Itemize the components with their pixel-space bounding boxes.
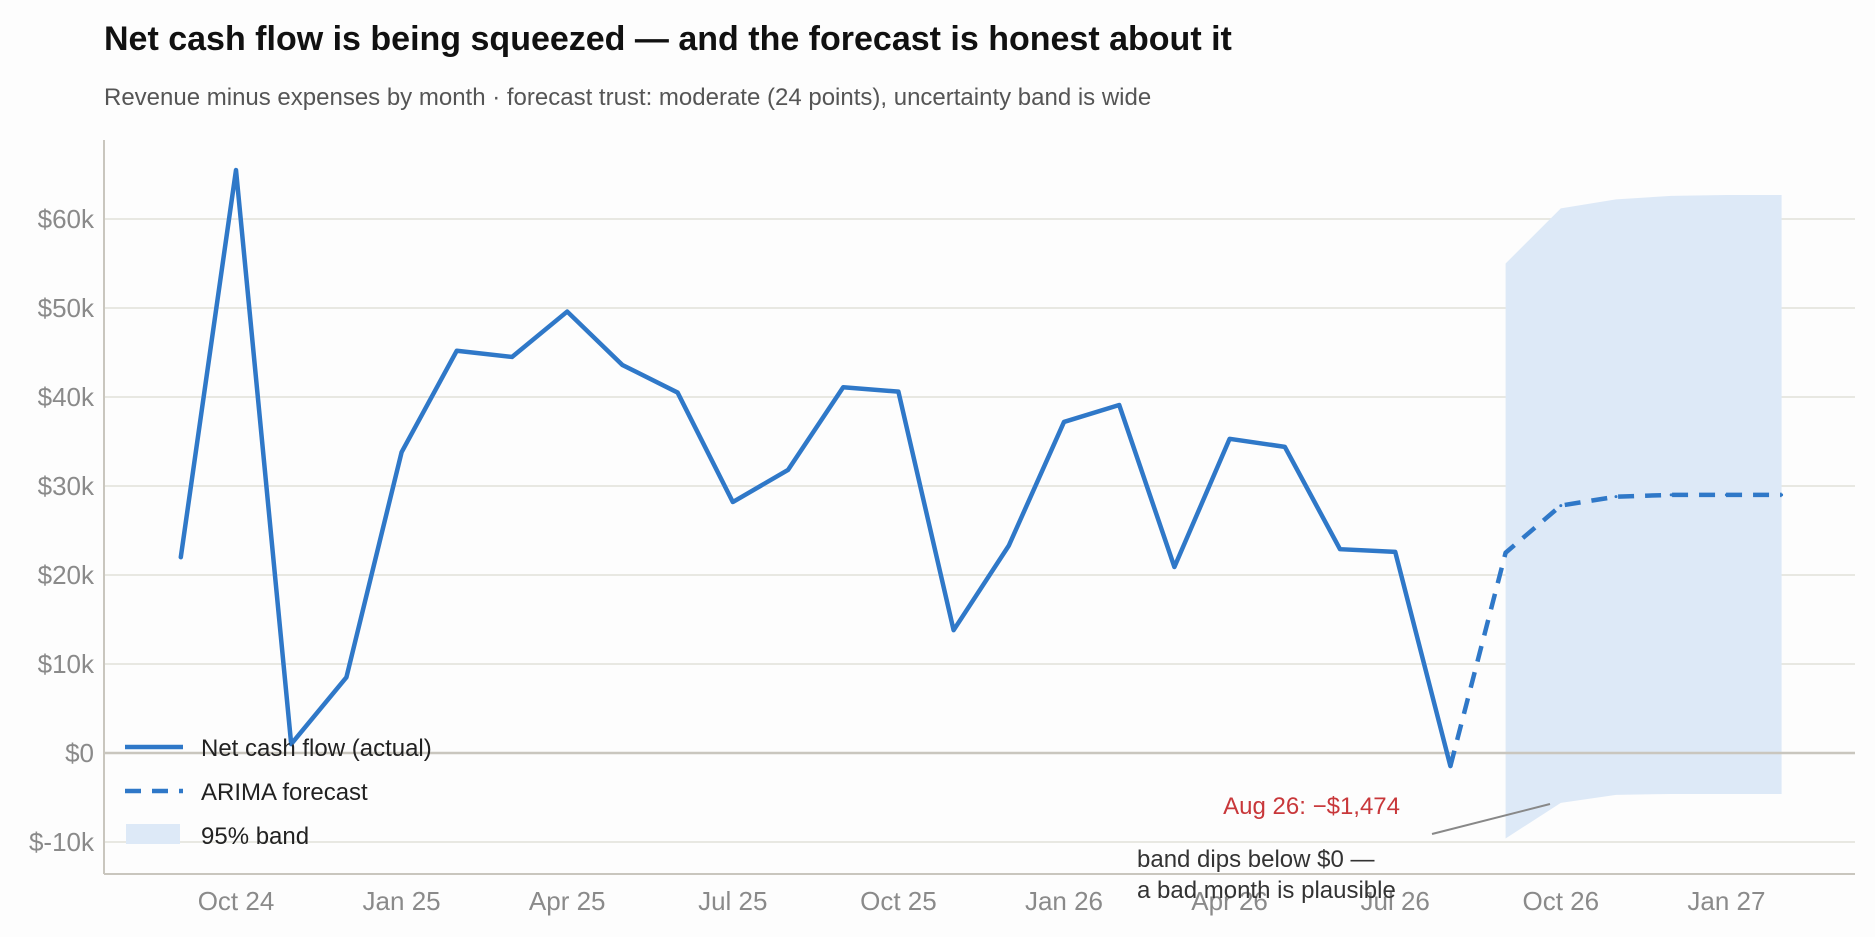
y-tick-label: $10k [38,649,95,679]
actual-series-line [178,167,1453,769]
actual-point [1228,437,1232,441]
x-tick-label: Apr 26 [1191,886,1268,916]
x-tick-label: Oct 24 [198,886,275,916]
actual-point [1007,544,1011,548]
actual-point [400,450,404,454]
confidence-band [1505,194,1782,839]
actual-point [1283,445,1287,449]
legend: Net cash flow (actual) ARIMA forecast 95… [125,735,432,850]
x-tick-label: Jul 26 [1361,886,1430,916]
actual-point [786,468,790,472]
x-tick-label: Oct 26 [1523,886,1600,916]
forecast-point [1559,504,1563,508]
y-tick-label: $60k [38,204,95,234]
actual-point [841,385,845,389]
y-tick-label: $20k [38,560,95,590]
actual-point [234,168,238,172]
actual-point [1393,550,1397,554]
x-tick-label: Oct 25 [860,886,937,916]
x-tick-label: Jan 27 [1687,886,1765,916]
actual-point [952,628,956,632]
actual-point [896,390,900,394]
actual-point [620,363,624,367]
actual-point [676,391,680,395]
y-tick-label: $40k [38,382,95,412]
annotation-leader-line [1431,803,1551,835]
actual-point [344,675,348,679]
forecast-point [1448,764,1452,768]
actual-point [510,355,514,359]
actual-point [179,555,183,559]
legend-actual-label: Net cash flow (actual) [201,735,432,762]
y-tick-label: $50k [38,293,95,323]
y-tick-label: $0 [65,738,94,768]
legend-band-swatch [126,824,180,844]
legend-forecast-label: ARIMA forecast [201,779,368,806]
forecast-point [1614,495,1618,499]
chart-subtitle: Revenue minus expenses by month · foreca… [104,84,1152,111]
y-tick-label: $30k [38,471,95,501]
x-axis-tick-labels: Oct 24 Jan 25 Apr 25 Jul 25 Oct 25 Jan 26 Apr … [198,886,1766,916]
x-tick-label: Jan 26 [1025,886,1103,916]
low-point-callout: Aug 26: −$1,474 [1223,793,1400,820]
axes [103,140,1855,875]
actual-point [455,349,459,353]
x-tick-label: Jan 25 [363,886,441,916]
actual-point [1062,420,1066,424]
actual-point [1172,565,1176,569]
chart-title: Net cash flow is being squeezed — and th… [104,20,1232,58]
band-note-line-1: band dips below $0 — [1137,846,1375,873]
y-axis-tick-labels: $-10k $0 $10k $20k $30k $40k $50k $60k [29,204,95,857]
forecast-point [1780,493,1784,497]
legend-band-label: 95% band [201,823,309,850]
forecast-points [1448,493,1784,768]
forecast-point [1669,493,1673,497]
annotation-group: Aug 26: −$1,474 band dips below $0 — a b… [1137,793,1551,904]
forecast-point [1504,551,1508,555]
actual-point [565,310,569,314]
forecast-point [1724,493,1728,497]
actual-point [1338,547,1342,551]
band-note-line-2: a bad month is plausible [1137,877,1396,904]
x-tick-label: Jul 25 [698,886,767,916]
actual-point [731,500,735,504]
actual-points [179,168,1452,768]
actual-point [289,742,293,746]
y-tick-label: $-10k [29,827,95,857]
x-tick-label: Apr 25 [529,886,606,916]
actual-point [1117,403,1121,407]
